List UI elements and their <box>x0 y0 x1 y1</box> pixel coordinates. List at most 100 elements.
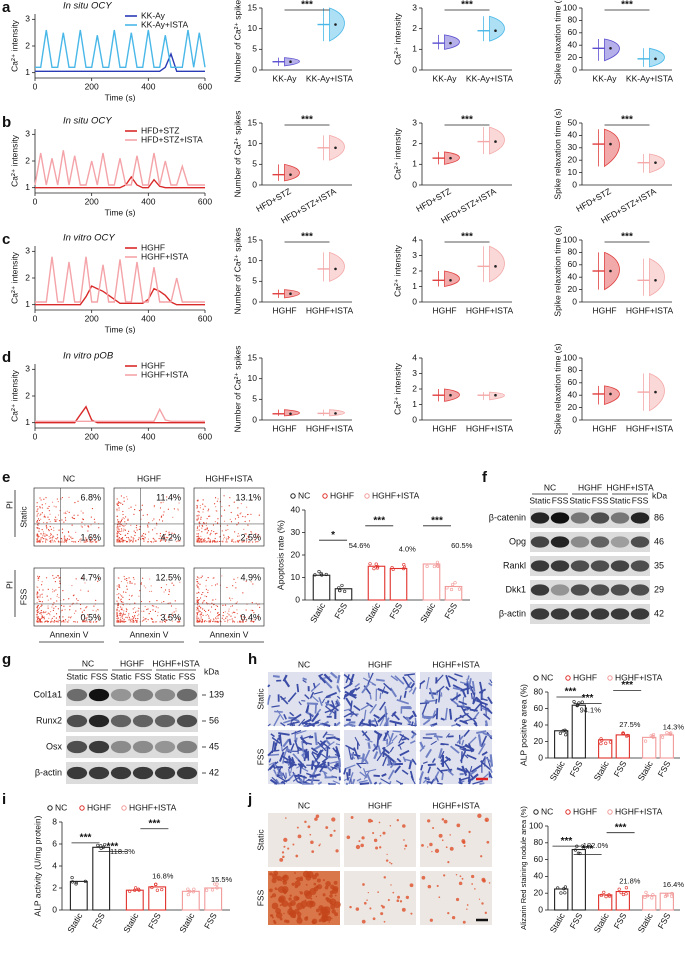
flow-event <box>198 598 200 601</box>
flow-event <box>199 504 201 507</box>
flow-event <box>209 534 211 536</box>
flow-event <box>201 527 203 529</box>
x-tick-label: Static <box>418 600 438 624</box>
cell-stain <box>404 673 416 676</box>
flow-event <box>128 539 130 541</box>
legend-marker <box>607 809 613 815</box>
cell-stain <box>288 763 296 770</box>
nodule-stain <box>484 817 489 823</box>
flow-event <box>143 532 145 535</box>
bar-point-decor <box>376 565 380 569</box>
cell-stain <box>323 741 335 750</box>
nodule-stain <box>271 877 277 884</box>
bar-point-decor <box>599 737 603 741</box>
y-tick-label: 20 <box>568 402 578 412</box>
nodule-stain <box>294 880 301 887</box>
flow-event <box>90 516 92 518</box>
bar-point-decor <box>563 885 568 889</box>
flow-event <box>207 529 210 532</box>
cell-stain <box>345 744 356 752</box>
flow-event <box>210 606 213 608</box>
nodule-stain <box>409 883 414 888</box>
y-tick-label: 20 <box>568 154 578 164</box>
flow-event <box>123 518 125 520</box>
flow-event <box>37 608 40 611</box>
flow-event <box>36 519 39 522</box>
flow-event <box>216 612 219 614</box>
flow-event <box>40 533 42 535</box>
flow-event <box>41 512 43 514</box>
flow-event <box>121 537 123 540</box>
flow-plot <box>193 567 265 627</box>
nodule-stain <box>355 907 360 911</box>
cell-stain <box>411 758 417 766</box>
flow-event <box>132 537 134 539</box>
flow-event <box>170 605 173 607</box>
cell-stain <box>272 674 280 678</box>
flow-event <box>126 609 128 611</box>
flow-event <box>80 589 82 591</box>
flow-event <box>74 540 76 543</box>
bar <box>598 894 613 911</box>
flow-event <box>37 597 39 599</box>
nodule-stain <box>488 882 491 884</box>
flow-event <box>197 518 199 520</box>
nodule-stain <box>283 845 286 848</box>
flow-event <box>37 579 39 582</box>
micrograph <box>420 813 492 867</box>
flow-event <box>168 577 170 579</box>
nodule-stain <box>387 898 390 902</box>
cell-stain <box>335 721 341 727</box>
nodule-stain <box>361 919 366 924</box>
flow-event <box>196 609 198 611</box>
flow-event <box>126 540 129 543</box>
cell-stain <box>320 753 328 759</box>
cell-stain <box>450 693 462 702</box>
flow-event <box>117 536 119 538</box>
flow-event <box>175 610 177 612</box>
cell-stain <box>456 735 464 744</box>
flow-event <box>50 598 52 600</box>
cell-stain <box>282 772 287 780</box>
cell-stain <box>268 758 272 763</box>
flow-event <box>116 612 118 614</box>
y-tick-label: 60 <box>568 259 578 269</box>
cell-stain <box>479 681 484 694</box>
nodule-stain <box>396 899 400 903</box>
flow-event <box>197 527 199 529</box>
nodule-stain <box>283 890 287 895</box>
flow-event <box>147 608 149 610</box>
flow-event <box>130 536 132 538</box>
flow-event <box>232 585 234 587</box>
flow-event <box>132 619 134 621</box>
flow-event <box>249 541 251 543</box>
cell-stain <box>379 717 385 727</box>
y-tick-label: 0 <box>295 594 300 604</box>
flow-event <box>162 514 164 516</box>
flow-event <box>199 538 201 540</box>
cell-stain <box>311 712 320 723</box>
nodule-stain <box>313 886 319 892</box>
cell-stain <box>336 766 341 769</box>
cell-stain <box>438 690 441 703</box>
kda-value: 42 <box>209 767 219 777</box>
flow-event <box>228 614 230 616</box>
flow-event <box>211 584 213 587</box>
cell-stain <box>319 740 331 750</box>
flow-event <box>151 605 153 607</box>
flow-event <box>241 621 243 623</box>
flow-event <box>118 501 120 503</box>
bar-point-decor <box>621 731 625 735</box>
cell-stain <box>343 693 347 700</box>
cell-stain <box>384 732 388 737</box>
flow-event <box>47 539 49 541</box>
nodule-stain <box>461 877 464 880</box>
flow-event <box>198 511 200 513</box>
y-tick-label: 100 <box>563 2 577 12</box>
bar-point-decor <box>320 573 324 577</box>
cell-stain <box>358 779 368 784</box>
flow-event <box>237 522 240 524</box>
flow-event <box>232 538 234 540</box>
cell-stain <box>375 678 385 682</box>
flow-event <box>196 596 198 599</box>
